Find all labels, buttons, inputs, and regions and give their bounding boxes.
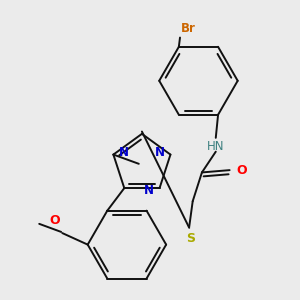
Text: Br: Br <box>181 22 196 35</box>
Text: S: S <box>186 232 195 245</box>
Text: O: O <box>50 214 60 227</box>
Text: N: N <box>144 184 154 197</box>
Text: O: O <box>236 164 247 177</box>
Text: N: N <box>119 146 129 159</box>
Text: N: N <box>155 146 165 159</box>
Text: HN: HN <box>207 140 224 153</box>
